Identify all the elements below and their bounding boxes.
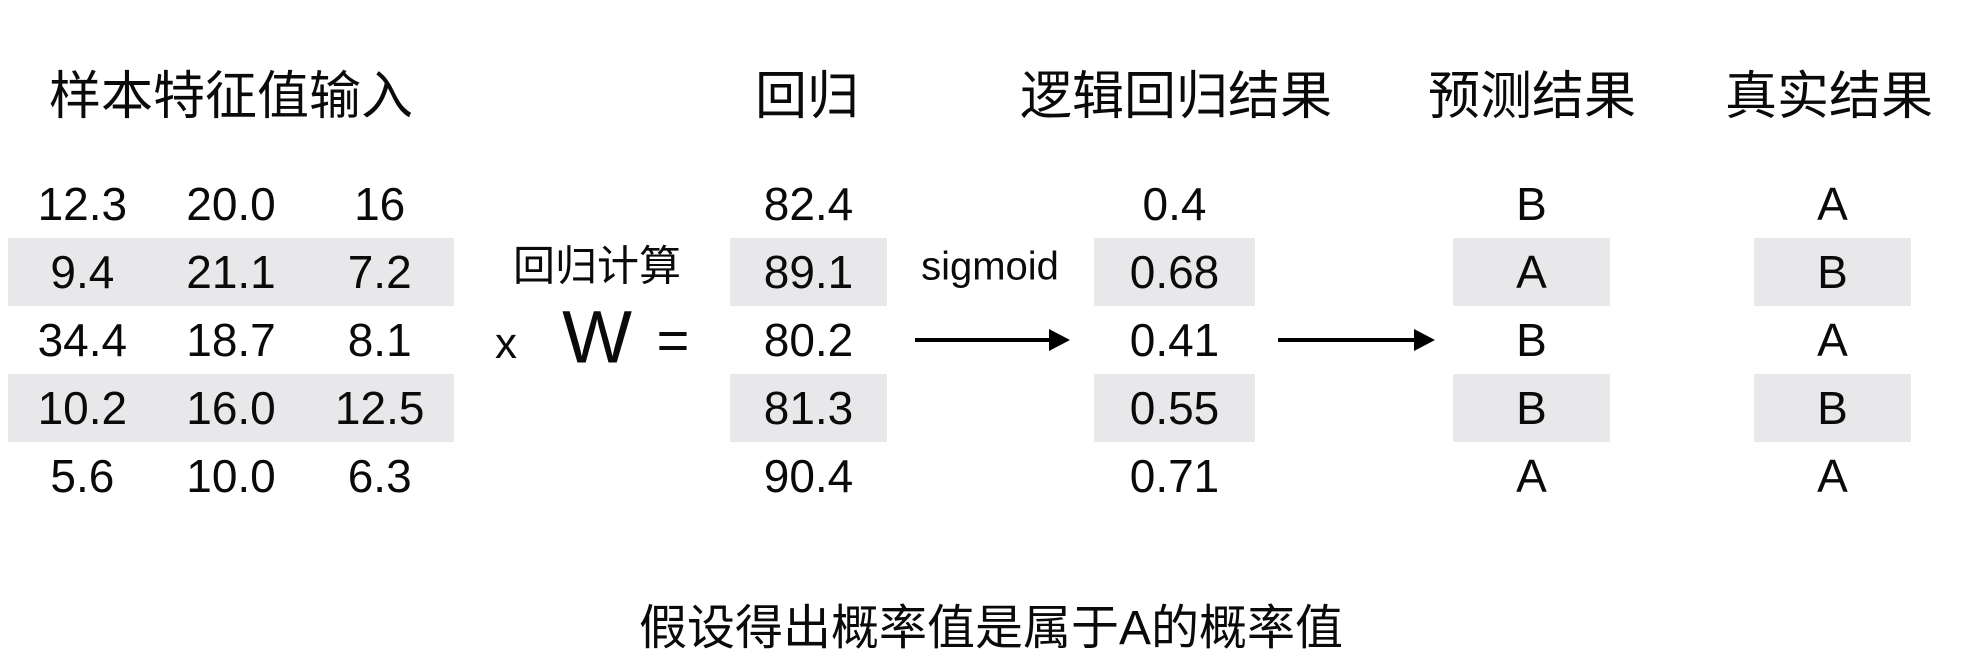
header-prediction-result: 预测结果	[1427, 68, 1637, 126]
logistic-result-table: 0.4 0.68 0.41 0.55 0.71	[1094, 170, 1255, 510]
regression-table: 82.4 89.1 80.2 81.3 90.4	[730, 170, 887, 510]
multiply-operator: x	[495, 319, 517, 368]
feature-cell: 21.1	[186, 246, 276, 298]
feature-cell: 16.0	[186, 382, 276, 434]
feature-cell: 6.3	[347, 450, 412, 502]
regression-value: 80.2	[763, 314, 854, 366]
header-sample-features: 样本特征值输入	[48, 68, 414, 126]
truth-value: B	[1754, 374, 1911, 442]
regression-value: 89.1	[730, 238, 887, 306]
regression-value: 81.3	[730, 374, 887, 442]
header-logistic-result: 逻辑回归结果	[1019, 68, 1333, 126]
feature-cell: 10.2	[37, 382, 128, 434]
logistic-value: 0.71	[1129, 450, 1220, 502]
feature-cell: 7.2	[347, 246, 412, 298]
logistic-value: 0.4	[1142, 178, 1207, 230]
regression-value: 90.4	[763, 450, 854, 502]
header-true-result: 真实结果	[1724, 68, 1934, 126]
logistic-value: 0.68	[1094, 238, 1255, 306]
truth-value: B	[1754, 238, 1911, 306]
prediction-value: B	[1453, 374, 1610, 442]
truth-value: A	[1817, 450, 1848, 502]
feature-row: 34.4 18.7 8.1	[8, 306, 454, 374]
assumption-caption: 假设得出概率值是属于A的概率值	[638, 602, 1344, 655]
truth-value: A	[1817, 178, 1848, 230]
truth-value: A	[1817, 314, 1848, 366]
header-regression: 回归	[754, 68, 860, 126]
feature-row: 9.4 21.1 7.2	[8, 238, 454, 306]
feature-cell: 34.4	[37, 314, 128, 366]
logistic-value: 0.41	[1129, 314, 1220, 366]
sigmoid-label: sigmoid	[921, 244, 1059, 289]
feature-cell: 5.6	[50, 450, 115, 502]
regression-calc-label: 回归计算	[512, 242, 682, 290]
prediction-arrow-icon	[1278, 338, 1414, 342]
feature-cell: 20.0	[186, 178, 276, 230]
prediction-value: B	[1516, 178, 1547, 230]
prediction-value: A	[1516, 450, 1547, 502]
feature-cell: 18.7	[186, 314, 276, 366]
prediction-value: A	[1453, 238, 1610, 306]
feature-cell: 8.1	[347, 314, 412, 366]
feature-cell: 10.0	[186, 450, 276, 502]
sigmoid-arrow-icon	[915, 338, 1049, 342]
feature-row: 5.6 10.0 6.3	[8, 442, 454, 510]
prediction-table: B A B B A	[1453, 170, 1610, 510]
feature-cell: 16	[354, 178, 406, 230]
feature-cell: 9.4	[50, 246, 115, 298]
feature-table: 12.3 20.0 16 9.4 21.1 7.2 34.4 18.7 8.1 …	[8, 170, 454, 510]
feature-cell: 12.5	[334, 382, 425, 434]
equals-operator: =	[656, 308, 690, 372]
feature-cell: 12.3	[37, 178, 128, 230]
feature-row: 12.3 20.0 16	[8, 170, 454, 238]
true-result-table: A B A B A	[1754, 170, 1911, 510]
logistic-value: 0.55	[1094, 374, 1255, 442]
regression-value: 82.4	[763, 178, 854, 230]
prediction-value: B	[1516, 314, 1547, 366]
weight-matrix-symbol: W	[562, 295, 632, 379]
feature-row: 10.2 16.0 12.5	[8, 374, 454, 442]
